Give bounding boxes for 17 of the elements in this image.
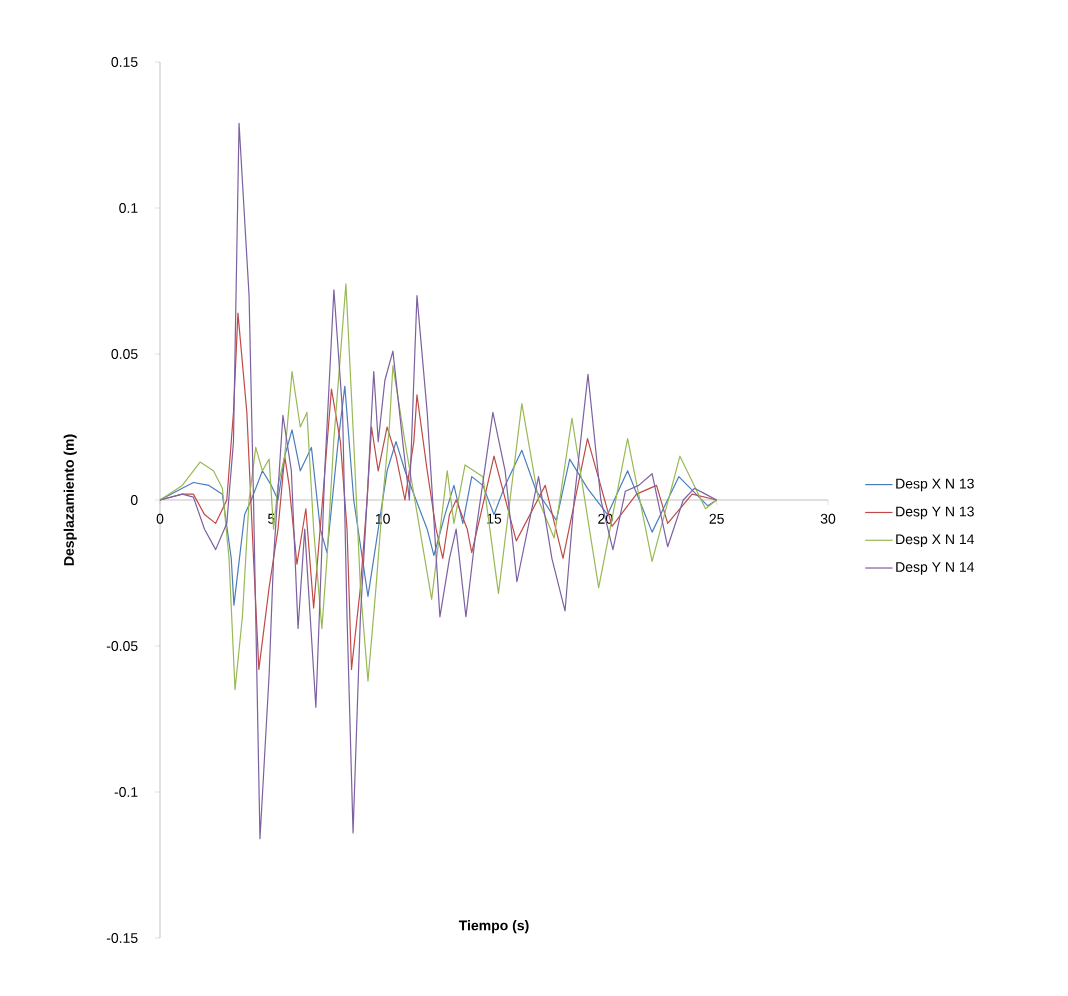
x-axis-title: Tiempo (s) <box>458 920 529 934</box>
y-tick-label: 0.1 <box>119 203 138 213</box>
y-tick-label: 0 <box>130 495 138 505</box>
y-tick-label: -0.05 <box>106 641 138 651</box>
legend-label: Desp X N 13 <box>896 478 974 492</box>
legend-label: Desp Y N 14 <box>896 562 975 575</box>
x-tick-label: 0 <box>156 513 164 524</box>
x-tick-label: 30 <box>820 513 836 524</box>
legend-label: Desp Y N 13 <box>896 506 974 520</box>
x-tick-label: 15 <box>487 513 502 524</box>
x-tick-label: 25 <box>709 513 724 524</box>
y-tick-label: 0.05 <box>111 349 138 359</box>
y-axis-title: Desplazamiento (m) <box>63 434 77 566</box>
legend-label: Desp X N 14 <box>896 534 975 547</box>
y-tick-label: -0.15 <box>106 933 138 943</box>
y-tick-label: -0.1 <box>114 787 138 797</box>
y-tick-label: 0.15 <box>111 57 138 67</box>
